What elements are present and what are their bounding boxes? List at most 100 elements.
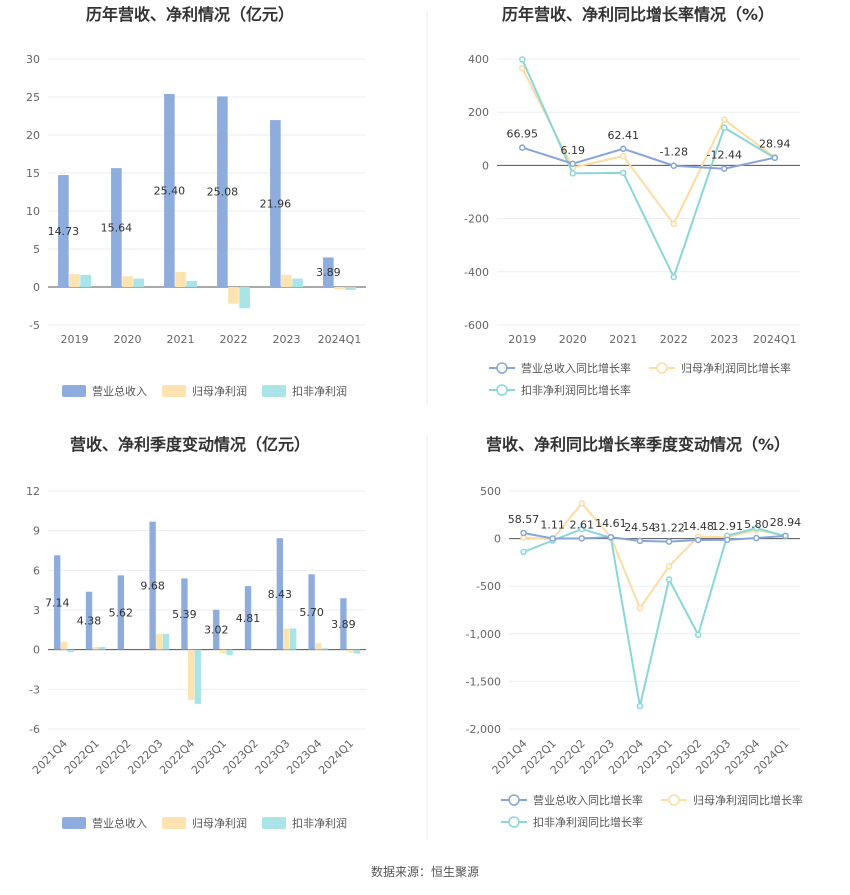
bar: [122, 276, 133, 287]
bar: [228, 287, 239, 304]
y-tick-label: -600: [464, 319, 489, 332]
series-line: [521, 67, 776, 226]
data-point: [636, 537, 644, 545]
x-tick-label: 2024Q1: [318, 333, 362, 346]
data-point: [636, 702, 644, 710]
data-point: [670, 220, 677, 228]
data-source: 数据来源：恒生聚源: [371, 864, 479, 879]
data-point: [549, 535, 556, 542]
x-tick-label: 2022: [660, 333, 688, 346]
y-tick-label: 15: [26, 167, 40, 180]
y-tick-label: -400: [464, 266, 489, 279]
x-tick-label: 2021: [167, 333, 195, 346]
bar: [186, 280, 197, 287]
bar: [99, 647, 106, 650]
data-point: [753, 524, 760, 532]
data-point: [520, 529, 527, 537]
data-point: [665, 576, 673, 583]
data-point: [694, 536, 702, 544]
bar: [239, 287, 250, 309]
bar: [60, 641, 68, 650]
y-tick-label: -200: [464, 213, 489, 226]
data-point: [670, 273, 677, 281]
chart-title: 历年营收、净利情况（亿元）: [86, 5, 294, 24]
legend-marker: [508, 816, 520, 828]
bar: [92, 647, 99, 650]
data-label: 28.94: [759, 138, 791, 151]
bar: [175, 271, 186, 287]
data-label: 14.48: [682, 520, 714, 533]
bar: [54, 555, 61, 650]
y-tick-label: 6: [33, 564, 40, 577]
x-tick-label: 2022: [220, 333, 248, 346]
data-label: 5.39: [172, 608, 197, 621]
data-label: 3.02: [204, 624, 229, 637]
data-label: 5.62: [109, 607, 134, 620]
data-label: 31.22: [653, 522, 685, 535]
data-label: 14.73: [48, 225, 80, 238]
bar: [117, 575, 125, 650]
data-point: [753, 534, 760, 542]
x-tick-label: 2023: [273, 333, 301, 346]
data-label: 1.11: [540, 518, 565, 531]
y-tick-label: 10: [26, 205, 40, 218]
data-label: 3.89: [331, 618, 356, 631]
annual-revenue-profit-chart: 历年营收、净利情况（亿元） -5 0 5 10 15 20 25 30 2019 2020 2021 2…: [26, 5, 366, 398]
data-label: 21.96: [260, 198, 292, 211]
data-point: [620, 145, 627, 153]
legend-label: 营业总收入同比增长率: [533, 793, 643, 807]
data-label: 2.61: [570, 518, 595, 531]
legend-label: 归母净利润: [192, 384, 247, 398]
bar: [156, 633, 163, 650]
x-tick-label: 2019: [61, 333, 89, 346]
data-label: 28.94: [770, 516, 802, 529]
bar: [194, 649, 201, 704]
y-tick-label: 5: [33, 243, 40, 256]
legend-swatch: [162, 817, 186, 829]
bar: [67, 649, 74, 653]
y-tick-label: -5: [29, 319, 40, 332]
bar: [80, 274, 91, 287]
data-label: 5.70: [299, 606, 324, 619]
data-point: [636, 604, 644, 612]
bar: [111, 168, 122, 287]
y-tick-label: 0: [482, 159, 489, 172]
bar: [69, 274, 80, 287]
legend-label: 营业总收入同比增长率: [521, 361, 631, 375]
data-label: 4.38: [77, 615, 102, 628]
legend-label: 扣非净利润同比增长率: [533, 815, 643, 829]
bar: [289, 628, 297, 650]
y-tick-label: 20: [26, 129, 40, 142]
y-tick-label: 0: [33, 644, 40, 657]
data-label: 12.91: [712, 520, 744, 533]
legend-marker: [668, 794, 680, 806]
data-label: 8.43: [268, 588, 293, 601]
y-tick-label: 0: [494, 533, 501, 546]
legend-label: 扣非净利润同比增长率: [521, 383, 631, 397]
data-point: [665, 538, 673, 545]
data-label: 14.61: [595, 517, 627, 530]
data-point: [520, 548, 527, 556]
y-tick-label: 200: [468, 106, 489, 119]
x-tick-label: 2020: [559, 333, 587, 346]
bar: [323, 257, 334, 287]
legend-label: 营业总收入: [92, 384, 147, 398]
data-point: [665, 562, 673, 570]
x-tick-label: 2024Q1: [316, 737, 356, 777]
x-tick-label: 2020: [114, 333, 142, 346]
y-tick-label: 3: [33, 604, 40, 617]
y-tick-label: -500: [476, 580, 501, 593]
bar: [58, 175, 69, 287]
data-point: [724, 536, 731, 544]
data-point: [620, 169, 627, 177]
y-tick-label: 12: [26, 485, 40, 498]
data-label: 25.08: [207, 186, 239, 199]
bar: [276, 538, 284, 650]
bar: [340, 598, 347, 650]
y-tick-label: -3: [29, 683, 40, 696]
bar: [346, 649, 354, 653]
y-tick-label: -1,000: [466, 628, 501, 641]
data-label: 66.95: [507, 128, 539, 141]
data-label: 24.54: [624, 521, 656, 534]
data-label: -1.28: [660, 146, 688, 159]
